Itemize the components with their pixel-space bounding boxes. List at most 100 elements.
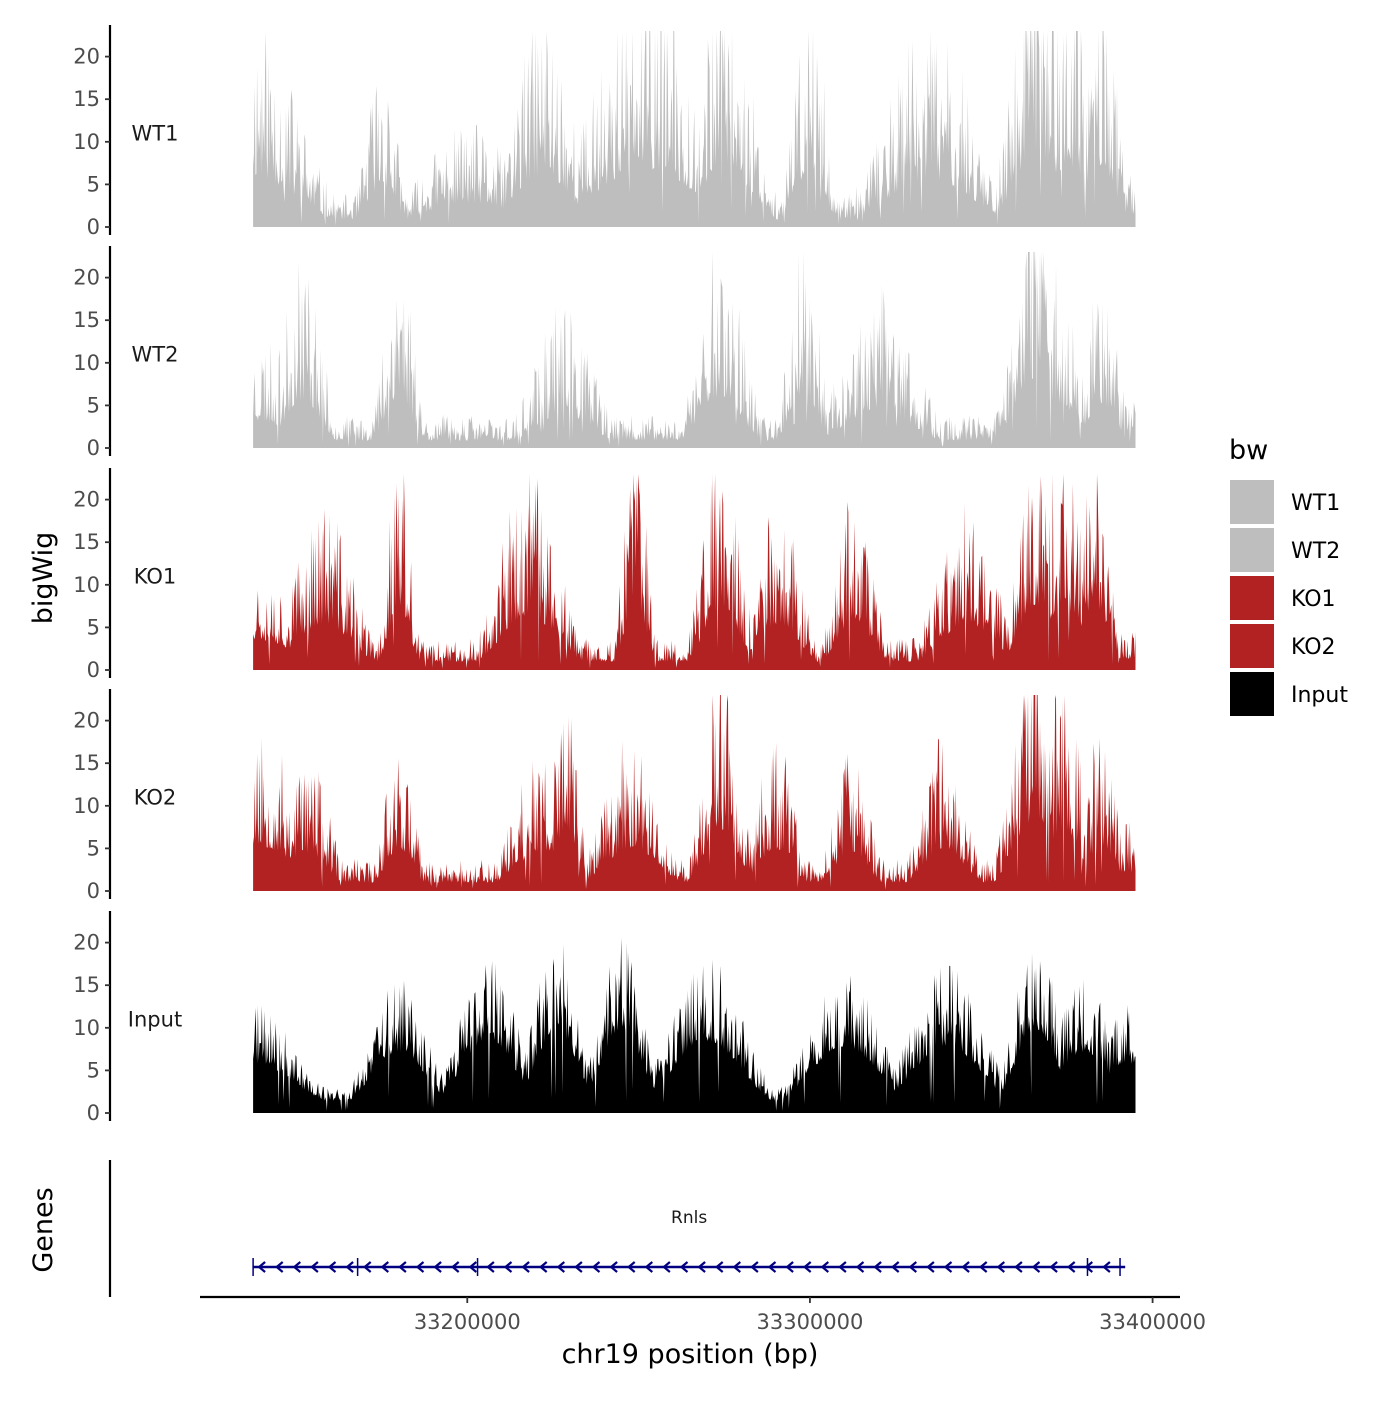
strand-arrow: [767, 1261, 777, 1273]
legend-swatch-wt2: [1230, 528, 1274, 572]
x-axis-title: chr19 position (bp): [562, 1339, 819, 1370]
legend-swatch-wt1: [1230, 480, 1274, 524]
coverage-area-input: [253, 937, 1136, 1113]
strand-arrow: [644, 1261, 654, 1273]
track-wt1: 0 5 10 15 20 WT1: [73, 25, 1136, 239]
y-tick-label: 5: [87, 836, 100, 860]
strand-arrow: [503, 1261, 513, 1273]
legend-label-wt1: WT1: [1291, 491, 1340, 516]
strand-arrow: [662, 1261, 671, 1273]
track-label-ko2: KO2: [134, 785, 177, 809]
gene-name-label: Rnls: [671, 1208, 707, 1228]
track-label-ko1: KO1: [134, 564, 177, 588]
strand-arrow: [785, 1261, 794, 1273]
strand-arrow: [855, 1261, 865, 1273]
y-tick-label: 0: [87, 215, 100, 239]
strand-arrow: [556, 1261, 566, 1273]
strand-arrow: [961, 1261, 970, 1273]
strand-arrow: [274, 1261, 284, 1273]
y-tick-label: 0: [87, 658, 100, 682]
strand-arrow: [574, 1261, 583, 1273]
strand-arrow: [362, 1261, 372, 1273]
legend-title: bw: [1229, 435, 1268, 466]
strand-arrow: [908, 1261, 918, 1273]
strand-arrow: [838, 1261, 847, 1273]
legend-label-ko1: KO1: [1291, 587, 1336, 612]
y-tick-label: 20: [73, 45, 100, 69]
y-tick-label: 5: [87, 172, 100, 196]
strand-arrow: [802, 1261, 812, 1273]
y-tick-label: 10: [73, 573, 100, 597]
strand-arrow: [609, 1261, 618, 1273]
strand-arrow: [398, 1261, 407, 1273]
strand-arrow: [1049, 1261, 1058, 1273]
y-tick-label: 0: [87, 436, 100, 460]
x-tick-label: 33200000: [414, 1310, 521, 1334]
x-tick-label: 33400000: [1099, 1310, 1206, 1334]
track-label-input: Input: [128, 1007, 182, 1031]
strand-arrow: [468, 1261, 478, 1273]
y-tick-label: 15: [73, 308, 100, 332]
strand-arrow: [1014, 1261, 1023, 1273]
y-tick-label: 15: [73, 530, 100, 554]
strand-arrow: [714, 1261, 724, 1273]
strand-arrow: [732, 1261, 742, 1273]
strand-arrow: [591, 1261, 601, 1273]
strand-arrow: [1102, 1261, 1111, 1273]
legend-swatch-ko2: [1230, 624, 1274, 668]
strand-arrow: [943, 1261, 953, 1273]
track-label-wt2: WT2: [132, 342, 179, 366]
legend-swatch-ko1: [1230, 576, 1274, 620]
y-tick-label: 10: [73, 130, 100, 154]
coverage-area-ko2: [253, 695, 1136, 891]
x-axis: 33200000 33300000 33400000: [200, 1295, 1206, 1334]
strand-arrow: [345, 1261, 354, 1273]
strand-arrow: [415, 1261, 425, 1273]
strand-arrow: [538, 1261, 548, 1273]
strand-arrow: [486, 1261, 495, 1273]
legend-label-input: Input: [1291, 683, 1348, 708]
strand-arrow: [926, 1261, 935, 1273]
y-tick-label: 20: [73, 488, 100, 512]
strand-arrow: [873, 1261, 882, 1273]
x-tick-label: 33300000: [756, 1310, 863, 1334]
y-tick-label: 15: [73, 87, 100, 111]
strand-arrow: [1066, 1261, 1076, 1273]
strand-arrow: [626, 1261, 636, 1273]
strand-arrow: [697, 1261, 706, 1273]
track-input: 0 5 10 15 20 Input: [73, 911, 1136, 1125]
y-tick-label: 0: [87, 879, 100, 903]
strand-arrow: [1031, 1261, 1041, 1273]
strand-arrow: [978, 1261, 988, 1273]
y-tick-label: 10: [73, 794, 100, 818]
strand-arrow: [820, 1261, 830, 1273]
track-label-wt1: WT1: [132, 121, 179, 145]
y-tick-label: 15: [73, 973, 100, 997]
legend-label-ko2: KO2: [1291, 635, 1336, 660]
strand-arrow: [450, 1261, 460, 1273]
y-tick-label: 10: [73, 1016, 100, 1040]
track-ko1: 0 5 10 15 20 KO1: [73, 468, 1136, 682]
legend-label-wt2: WT2: [1291, 539, 1340, 564]
legend: bw WT1 WT2 KO1 KO2 Input: [1229, 435, 1348, 716]
track-wt2: 0 5 10 15 20 WT2: [73, 246, 1136, 460]
legend-swatch-input: [1230, 672, 1274, 716]
strand-arrow: [679, 1261, 689, 1273]
coverage-tracks: 0 5 10 15 20 WT1 0 5 10 15 20 WT2 0 5 10 15 20 KO1 0 5 10 15 2…: [73, 25, 1136, 1125]
y-tick-label: 20: [73, 709, 100, 733]
strand-arrow: [257, 1261, 266, 1273]
strand-arrow: [1084, 1261, 1094, 1273]
coverage-area-wt1: [253, 31, 1136, 227]
y-tick-label: 5: [87, 1058, 100, 1082]
strand-arrow: [996, 1261, 1006, 1273]
track-ko2: 0 5 10 15 20 KO2: [73, 689, 1136, 903]
y-tick-label: 10: [73, 351, 100, 375]
coverage-area-wt2: [253, 252, 1136, 448]
y-tick-label: 0: [87, 1101, 100, 1125]
strand-arrow: [380, 1261, 390, 1273]
y-tick-label: 5: [87, 615, 100, 639]
y-axis-title: bigWig: [28, 532, 59, 625]
strand-arrow: [521, 1261, 530, 1273]
